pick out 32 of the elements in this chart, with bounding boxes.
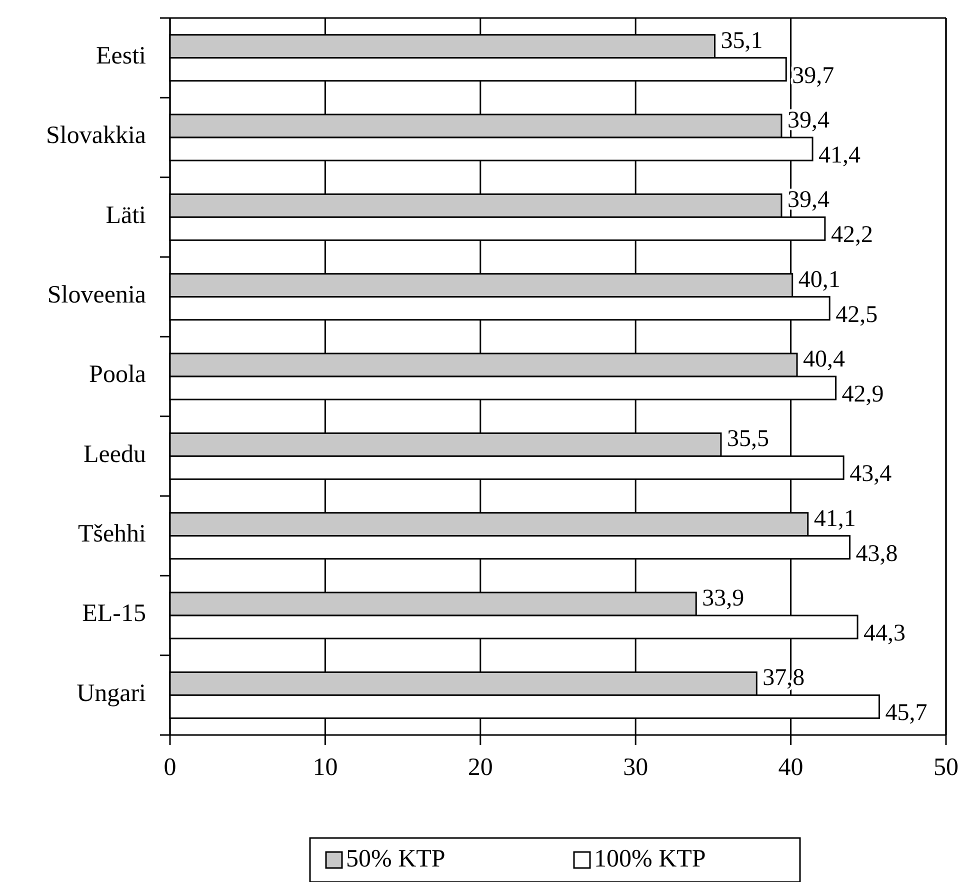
- y-tick-label: Tšehhi: [78, 520, 146, 548]
- data-label: 35,5: [726, 426, 769, 452]
- data-label: 41,4: [818, 142, 861, 169]
- x-tick-label: 30: [623, 754, 648, 781]
- data-label: 33,9: [702, 586, 744, 612]
- y-tick-label: Läti: [106, 202, 146, 229]
- y-tick-label: Leedu: [84, 440, 146, 468]
- data-label: 43,8: [856, 540, 898, 567]
- y-tick-label: Eesti: [96, 42, 146, 70]
- x-tick-label: 0: [164, 754, 176, 781]
- data-label: 42,9: [842, 382, 884, 408]
- y-tick-label: Slovakkia: [46, 122, 146, 150]
- y-tick-label: Sloveenia: [47, 282, 146, 309]
- data-label: 39,7: [792, 62, 834, 89]
- x-tick-label: 20: [468, 754, 493, 781]
- data-label: 35,1: [720, 28, 763, 54]
- data-label: 45,7: [885, 700, 928, 726]
- data-label: 41,1: [814, 506, 856, 532]
- data-label: 42,2: [830, 222, 873, 248]
- x-tick-label: 40: [778, 754, 804, 781]
- data-label: 43,4: [850, 461, 892, 488]
- data-label: 40,4: [803, 346, 846, 373]
- data-label: 44,3: [864, 620, 906, 647]
- x-tick-label: 50: [934, 754, 958, 781]
- data-label: 42,5: [836, 302, 878, 328]
- legend-label: 100% KTP: [594, 846, 706, 873]
- data-label: 40,1: [798, 266, 840, 293]
- legend-label: 50% KTP: [346, 846, 446, 873]
- x-tick-label: 10: [312, 754, 338, 781]
- y-tick-label: EL-15: [82, 600, 146, 628]
- y-tick-label: Ungari: [76, 680, 146, 707]
- y-tick-label: Poola: [89, 361, 146, 388]
